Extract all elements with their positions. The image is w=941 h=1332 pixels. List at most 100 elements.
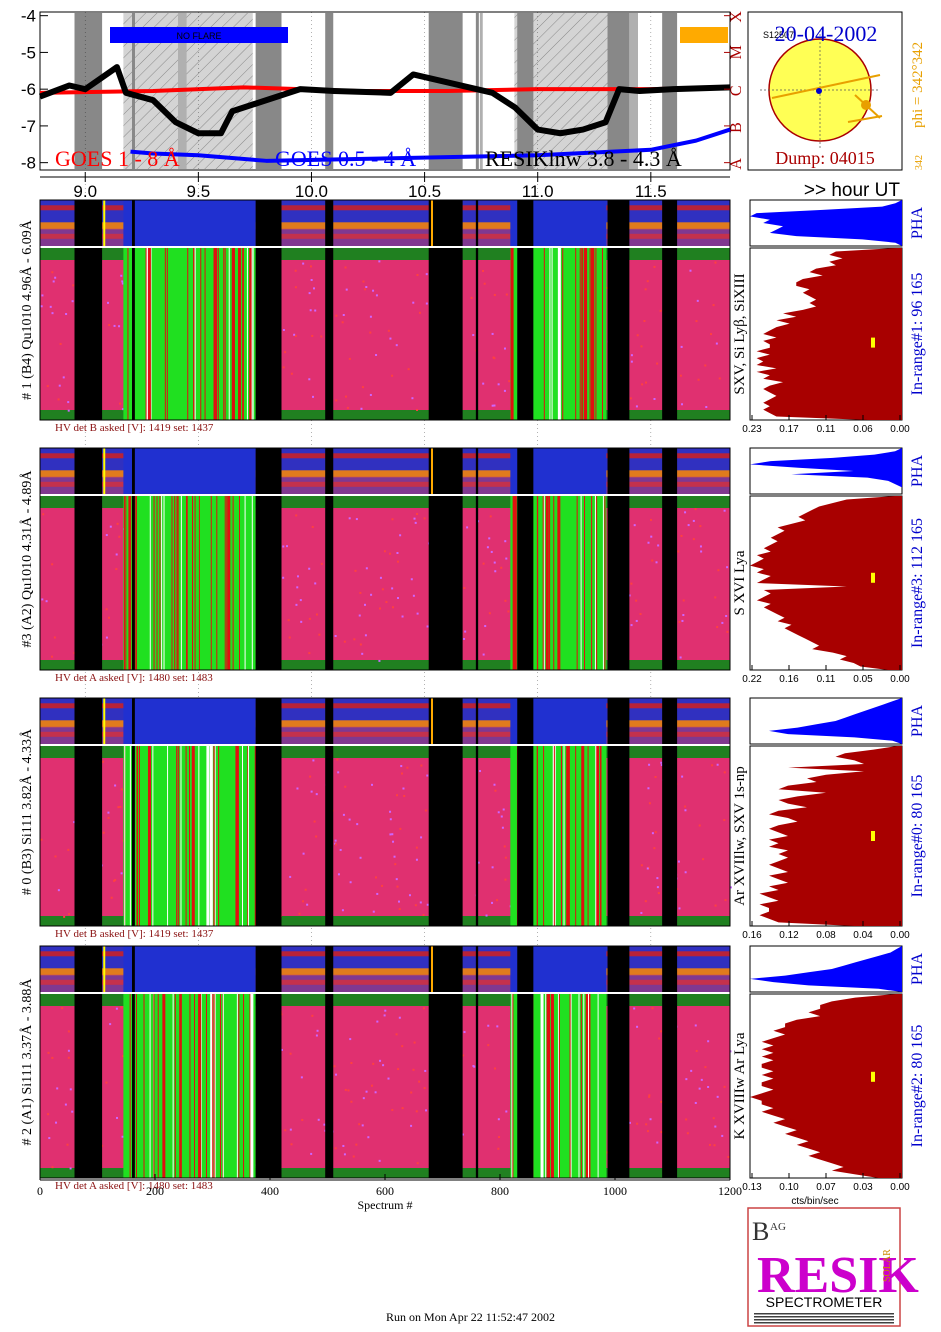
spectrum-speckle — [375, 354, 378, 357]
spectrum-marker-strip — [103, 946, 106, 992]
spectrum-speckle — [284, 1129, 287, 1132]
spectrum-data-gap — [517, 698, 534, 926]
spectrum-speckle — [425, 302, 428, 305]
spectrum-data-gap — [325, 698, 334, 926]
spectrum-speckle — [413, 1041, 416, 1044]
spectrum-speckle — [361, 1124, 364, 1127]
spectrum-speckle — [116, 1116, 119, 1119]
spectrum-speckle — [640, 345, 643, 348]
spectrum-data-gap — [517, 946, 534, 1178]
band-separator — [40, 992, 730, 994]
pha-band-stripe — [40, 703, 730, 709]
spectrum-speckle — [686, 1132, 689, 1135]
spectrum-speckle — [651, 832, 654, 835]
spectrum-speckle — [493, 293, 496, 296]
spectrum-speckle — [395, 878, 398, 881]
spectrum-speckle — [640, 911, 643, 914]
spectrum-speckle — [47, 1113, 50, 1116]
spectrum-speckle — [365, 567, 368, 570]
spectrum-speckle — [107, 811, 110, 814]
spectrum-speckle — [655, 561, 658, 564]
spectrum-speckle — [309, 775, 312, 778]
spectrum-speckle — [66, 1143, 69, 1146]
spectrum-speckle — [347, 1089, 350, 1092]
pha-distribution-fill — [750, 448, 902, 494]
spectrum-speckle — [401, 1107, 404, 1110]
logo-fineprint-line — [754, 1322, 894, 1324]
spectrum-data-gap — [428, 946, 463, 1178]
spectrum-speckle — [497, 383, 500, 386]
spectrum-speckle — [286, 545, 289, 548]
spectrum-speckle — [682, 599, 685, 602]
spectrum-speckle — [723, 1085, 726, 1088]
profile-marker — [871, 1071, 875, 1082]
pha-band-stripe — [40, 453, 730, 459]
line-id-label: K XVIIIw Ar Lya — [732, 1032, 748, 1139]
spectrum-speckle — [378, 659, 381, 662]
spectrum-speckle — [335, 314, 338, 317]
spectrum-speckle — [681, 775, 684, 778]
spectrum-speckle — [51, 1166, 54, 1169]
spectrum-speckle — [105, 608, 108, 611]
spectrum-speckle — [365, 1090, 368, 1093]
spectrum-speckle — [712, 304, 715, 307]
spectrum-speckle — [695, 1049, 698, 1052]
band-separator — [40, 246, 730, 248]
spectrum-speckle — [342, 313, 345, 316]
satellite-position-marker — [861, 100, 871, 110]
spectrum-speckle — [352, 1155, 355, 1158]
spectrum-tick-label: 200 — [146, 1184, 164, 1198]
spectrum-speckle — [650, 518, 653, 521]
spectrum-speckle — [630, 360, 633, 363]
spectrum-speckle — [69, 1167, 72, 1170]
spectrum-speckle — [372, 1062, 375, 1065]
spectrum-speckle — [302, 900, 305, 903]
spectrum-speckle — [463, 587, 466, 590]
profile-tick-label: 0.08 — [816, 930, 836, 941]
spectrum-speckle — [313, 820, 316, 823]
spectrum-speckle — [653, 847, 656, 850]
spectrum-speckle — [55, 1121, 58, 1124]
spectrum-marker-strip — [103, 698, 106, 744]
spectrum-speckle — [355, 518, 358, 521]
spectrum-speckle — [712, 1117, 715, 1120]
spectrum-speckle — [344, 395, 347, 398]
hv-label: HV det A asked [V]: 1480 set: 1483 — [55, 1180, 213, 1192]
spectrum-speckle — [282, 328, 285, 331]
pha-distribution-fill — [769, 698, 902, 744]
spectrum-speckle — [120, 788, 123, 791]
spectrum-green-region — [123, 248, 256, 420]
spectrum-speckle — [705, 405, 708, 408]
spectrum-speckle — [314, 582, 317, 585]
spectrum-speckle — [630, 624, 633, 627]
spectrum-speckle — [364, 288, 367, 291]
spectrum-speckle — [660, 1030, 663, 1033]
phi-label: phi = 342°342 — [910, 42, 926, 128]
spectrum-speckle — [709, 333, 712, 336]
spectrum-speckle — [356, 823, 359, 826]
in-range-label: In-range#3: 112 165 — [909, 518, 926, 648]
spectrum-speckle — [684, 871, 687, 874]
in-range-label: In-range#2: 80 165 — [909, 1025, 926, 1148]
spectrum-speckle — [694, 508, 697, 511]
spectrum-speckle — [425, 1109, 428, 1112]
spectrum-speckle — [115, 553, 118, 556]
spectrum-data-gap — [475, 946, 479, 1178]
spectrum-speckle — [687, 524, 690, 527]
profile-tick-label: 0.12 — [779, 930, 799, 941]
spectrum-speckle — [681, 619, 684, 622]
spectrum-speckle — [395, 1033, 398, 1036]
pha-distribution-fill — [750, 946, 902, 992]
spectrum-speckle — [46, 385, 49, 388]
spectrum-speckle — [660, 764, 663, 767]
spectrum-speckle — [651, 559, 654, 562]
spectrum-speckle — [628, 594, 631, 597]
spectrum-speckle — [389, 337, 392, 340]
spectrum-speckle — [311, 525, 314, 528]
spectrum-speckle — [656, 877, 659, 880]
spectrum-speckle — [293, 333, 296, 336]
phi-small-label: 342 — [914, 155, 925, 170]
spectrum-speckle — [58, 384, 61, 387]
spectrum-data-gap — [325, 200, 334, 420]
